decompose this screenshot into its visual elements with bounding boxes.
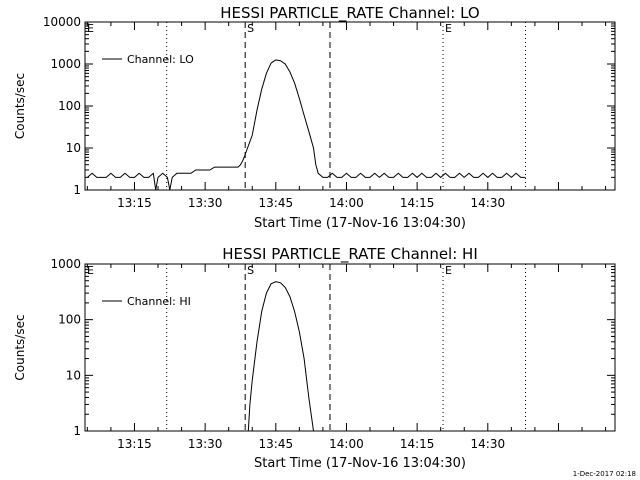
y-axis-label: Counts/sec	[13, 73, 27, 139]
marker-label: E	[445, 264, 452, 277]
panel-lo: HESSI PARTICLE_RATE Channel: LO Start Tim…	[13, 4, 616, 231]
x-axis-label: Start Time (17-Nov-16 13:04:30)	[254, 216, 466, 231]
legend-label: Channel: LO	[127, 53, 194, 66]
y-tick-label: 1000	[50, 57, 81, 71]
y-tick-label: 1	[73, 424, 81, 438]
marker-label: E	[87, 22, 94, 35]
y-tick-label: 1000	[50, 257, 81, 271]
chart-title: HESSI PARTICLE_RATE Channel: LO	[220, 4, 479, 23]
chart-title: HESSI PARTICLE_RATE Channel: HI	[222, 245, 478, 264]
series-line	[87, 59, 526, 191]
x-axis-label: Start Time (17-Nov-16 13:04:30)	[254, 456, 466, 471]
plot-frame	[84, 263, 616, 432]
x-tick-label: 14:30	[471, 196, 506, 210]
footer-timestamp: 1-Dec-2017 02:18	[573, 470, 636, 478]
x-tick-label: 14:00	[329, 196, 364, 210]
x-tick-label: 14:00	[329, 437, 364, 451]
marker-label: S	[247, 22, 254, 35]
y-tick-label: 10000	[43, 15, 81, 29]
x-tick-label: 14:15	[400, 196, 435, 210]
y-tick-label: 100	[58, 99, 81, 113]
y-axis-label: Counts/sec	[13, 314, 27, 380]
x-tick-label: 13:30	[188, 437, 223, 451]
marker-label: E	[445, 22, 452, 35]
x-tick-label: 13:15	[117, 437, 152, 451]
x-tick-label: 13:45	[259, 196, 294, 210]
y-tick-label: 1	[73, 183, 81, 197]
marker-label: S	[247, 264, 254, 277]
y-tick-label: 10	[66, 368, 81, 382]
panel-hi: HESSI PARTICLE_RATE Channel: HI Start Tim…	[13, 245, 616, 471]
y-tick-label: 100	[58, 313, 81, 327]
x-tick-label: 14:15	[400, 437, 435, 451]
plot-frame	[84, 21, 616, 191]
x-tick-label: 13:30	[188, 196, 223, 210]
legend-label: Channel: HI	[127, 295, 191, 308]
x-tick-label: 14:30	[471, 437, 506, 451]
x-tick-label: 13:15	[117, 196, 152, 210]
x-tick-label: 13:45	[259, 437, 294, 451]
marker-label: E	[87, 264, 94, 277]
series-line	[247, 281, 314, 432]
y-tick-label: 10	[66, 141, 81, 155]
